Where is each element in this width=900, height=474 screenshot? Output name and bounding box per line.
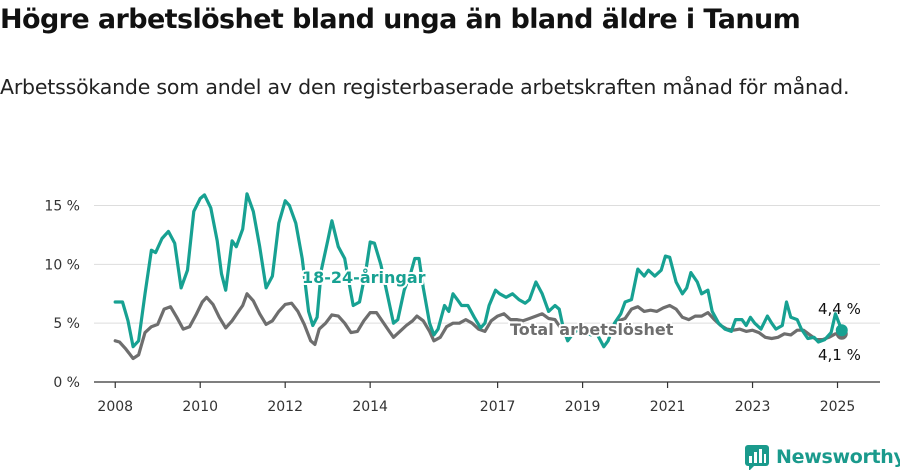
brand-name: Newsworthy — [776, 446, 900, 468]
x-tick-label: 2014 — [352, 399, 388, 415]
brand: Newsworthy — [744, 442, 900, 472]
x-tick-label: 2021 — [650, 399, 686, 415]
y-tick-label: 5 % — [53, 316, 80, 332]
series-endpoint-youth — [835, 324, 848, 337]
series-label-youth: 18-24-åringar — [302, 268, 426, 287]
y-axis-ticks: 0 % 5 % 10 % 15 % — [44, 199, 80, 391]
y-tick-label: 15 % — [44, 199, 80, 215]
x-tick-label: 2019 — [565, 399, 601, 415]
series-label-total: Total arbetslöshet — [510, 320, 674, 339]
y-tick-label: 10 % — [44, 257, 80, 273]
x-tick-label: 2017 — [480, 399, 516, 415]
x-tick-label: 2012 — [267, 399, 303, 415]
end-value-youth: 4,4 % — [818, 300, 861, 318]
chart-subtitle: Arbetssökande som andel av den registerb… — [0, 75, 850, 99]
x-tick-label: 2008 — [97, 399, 133, 415]
series-layer — [113, 192, 848, 361]
line-chart: 0 %5 %10 %15 % 2008 2010 2012 2014 2017 2019 2… — [44, 192, 880, 415]
newsworthy-logo-icon — [745, 445, 769, 470]
x-tick-label: 2025 — [820, 399, 856, 415]
chart-title: Högre arbetslöshet bland unga än bland ä… — [0, 4, 801, 35]
x-tick-label: 2023 — [735, 399, 771, 415]
x-tick-label: 2010 — [182, 399, 218, 415]
series-line-youth — [113, 192, 844, 349]
end-value-total: 4,1 % — [818, 346, 861, 364]
x-axis: 2008 2010 2012 2014 2017 2019 2021 2023 2025 — [94, 381, 880, 415]
y-tick-label: 0 % — [53, 375, 80, 391]
series-labels: 18-24-åringar Total arbetslöshet 4,4 % 4,1 … — [300, 266, 861, 364]
